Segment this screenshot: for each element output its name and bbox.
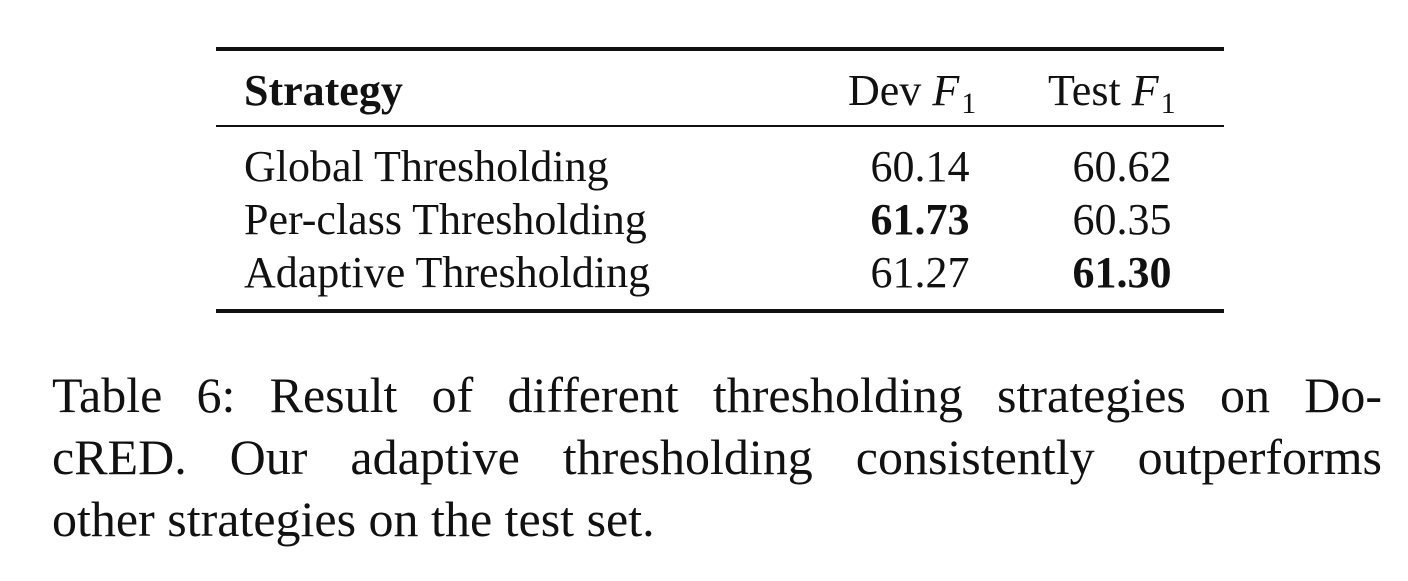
row-label-per-class: Per-class Thresholding: [244, 195, 647, 244]
caption-line-2: cRED. Our adaptive thresholding consiste…: [52, 429, 1382, 485]
cell-global-dev: 60.14: [870, 142, 970, 191]
cell-adaptive-test: 61.30: [1072, 248, 1172, 297]
bottom-rule: [216, 309, 1224, 313]
header-test-f-symbol: F: [1131, 66, 1159, 115]
caption-line-1: Table 6: Result of different thresholdin…: [52, 367, 1382, 423]
header-dev-f-subscript: 1: [961, 87, 977, 120]
header-strategy: Strategy: [244, 66, 403, 115]
row-label-adaptive: Adaptive Thresholding: [244, 248, 651, 297]
header-dev-f1: Dev F1: [848, 66, 976, 119]
header-test-f1: Test F1: [1048, 66, 1176, 119]
cell-global-test: 60.62: [1072, 142, 1172, 191]
header-dev-prefix: Dev: [848, 66, 933, 115]
table-caption: Table 6: Result of different thresholdin…: [52, 364, 1382, 550]
top-rule: [216, 47, 1224, 51]
header-test-f-subscript: 1: [1160, 87, 1176, 120]
header-dev-f-symbol: F: [932, 66, 960, 115]
results-table: Strategy Dev F1 Test F1 Global Threshold…: [216, 47, 1224, 314]
cell-per-class-test: 60.35: [1072, 195, 1172, 244]
row-label-global: Global Thresholding: [244, 142, 609, 191]
header-rule: [216, 125, 1224, 127]
caption-line-3: other strategies on the test set.: [52, 491, 655, 547]
cell-adaptive-dev: 61.27: [870, 248, 970, 297]
header-test-prefix: Test: [1048, 66, 1132, 115]
cell-per-class-dev: 61.73: [870, 195, 970, 244]
